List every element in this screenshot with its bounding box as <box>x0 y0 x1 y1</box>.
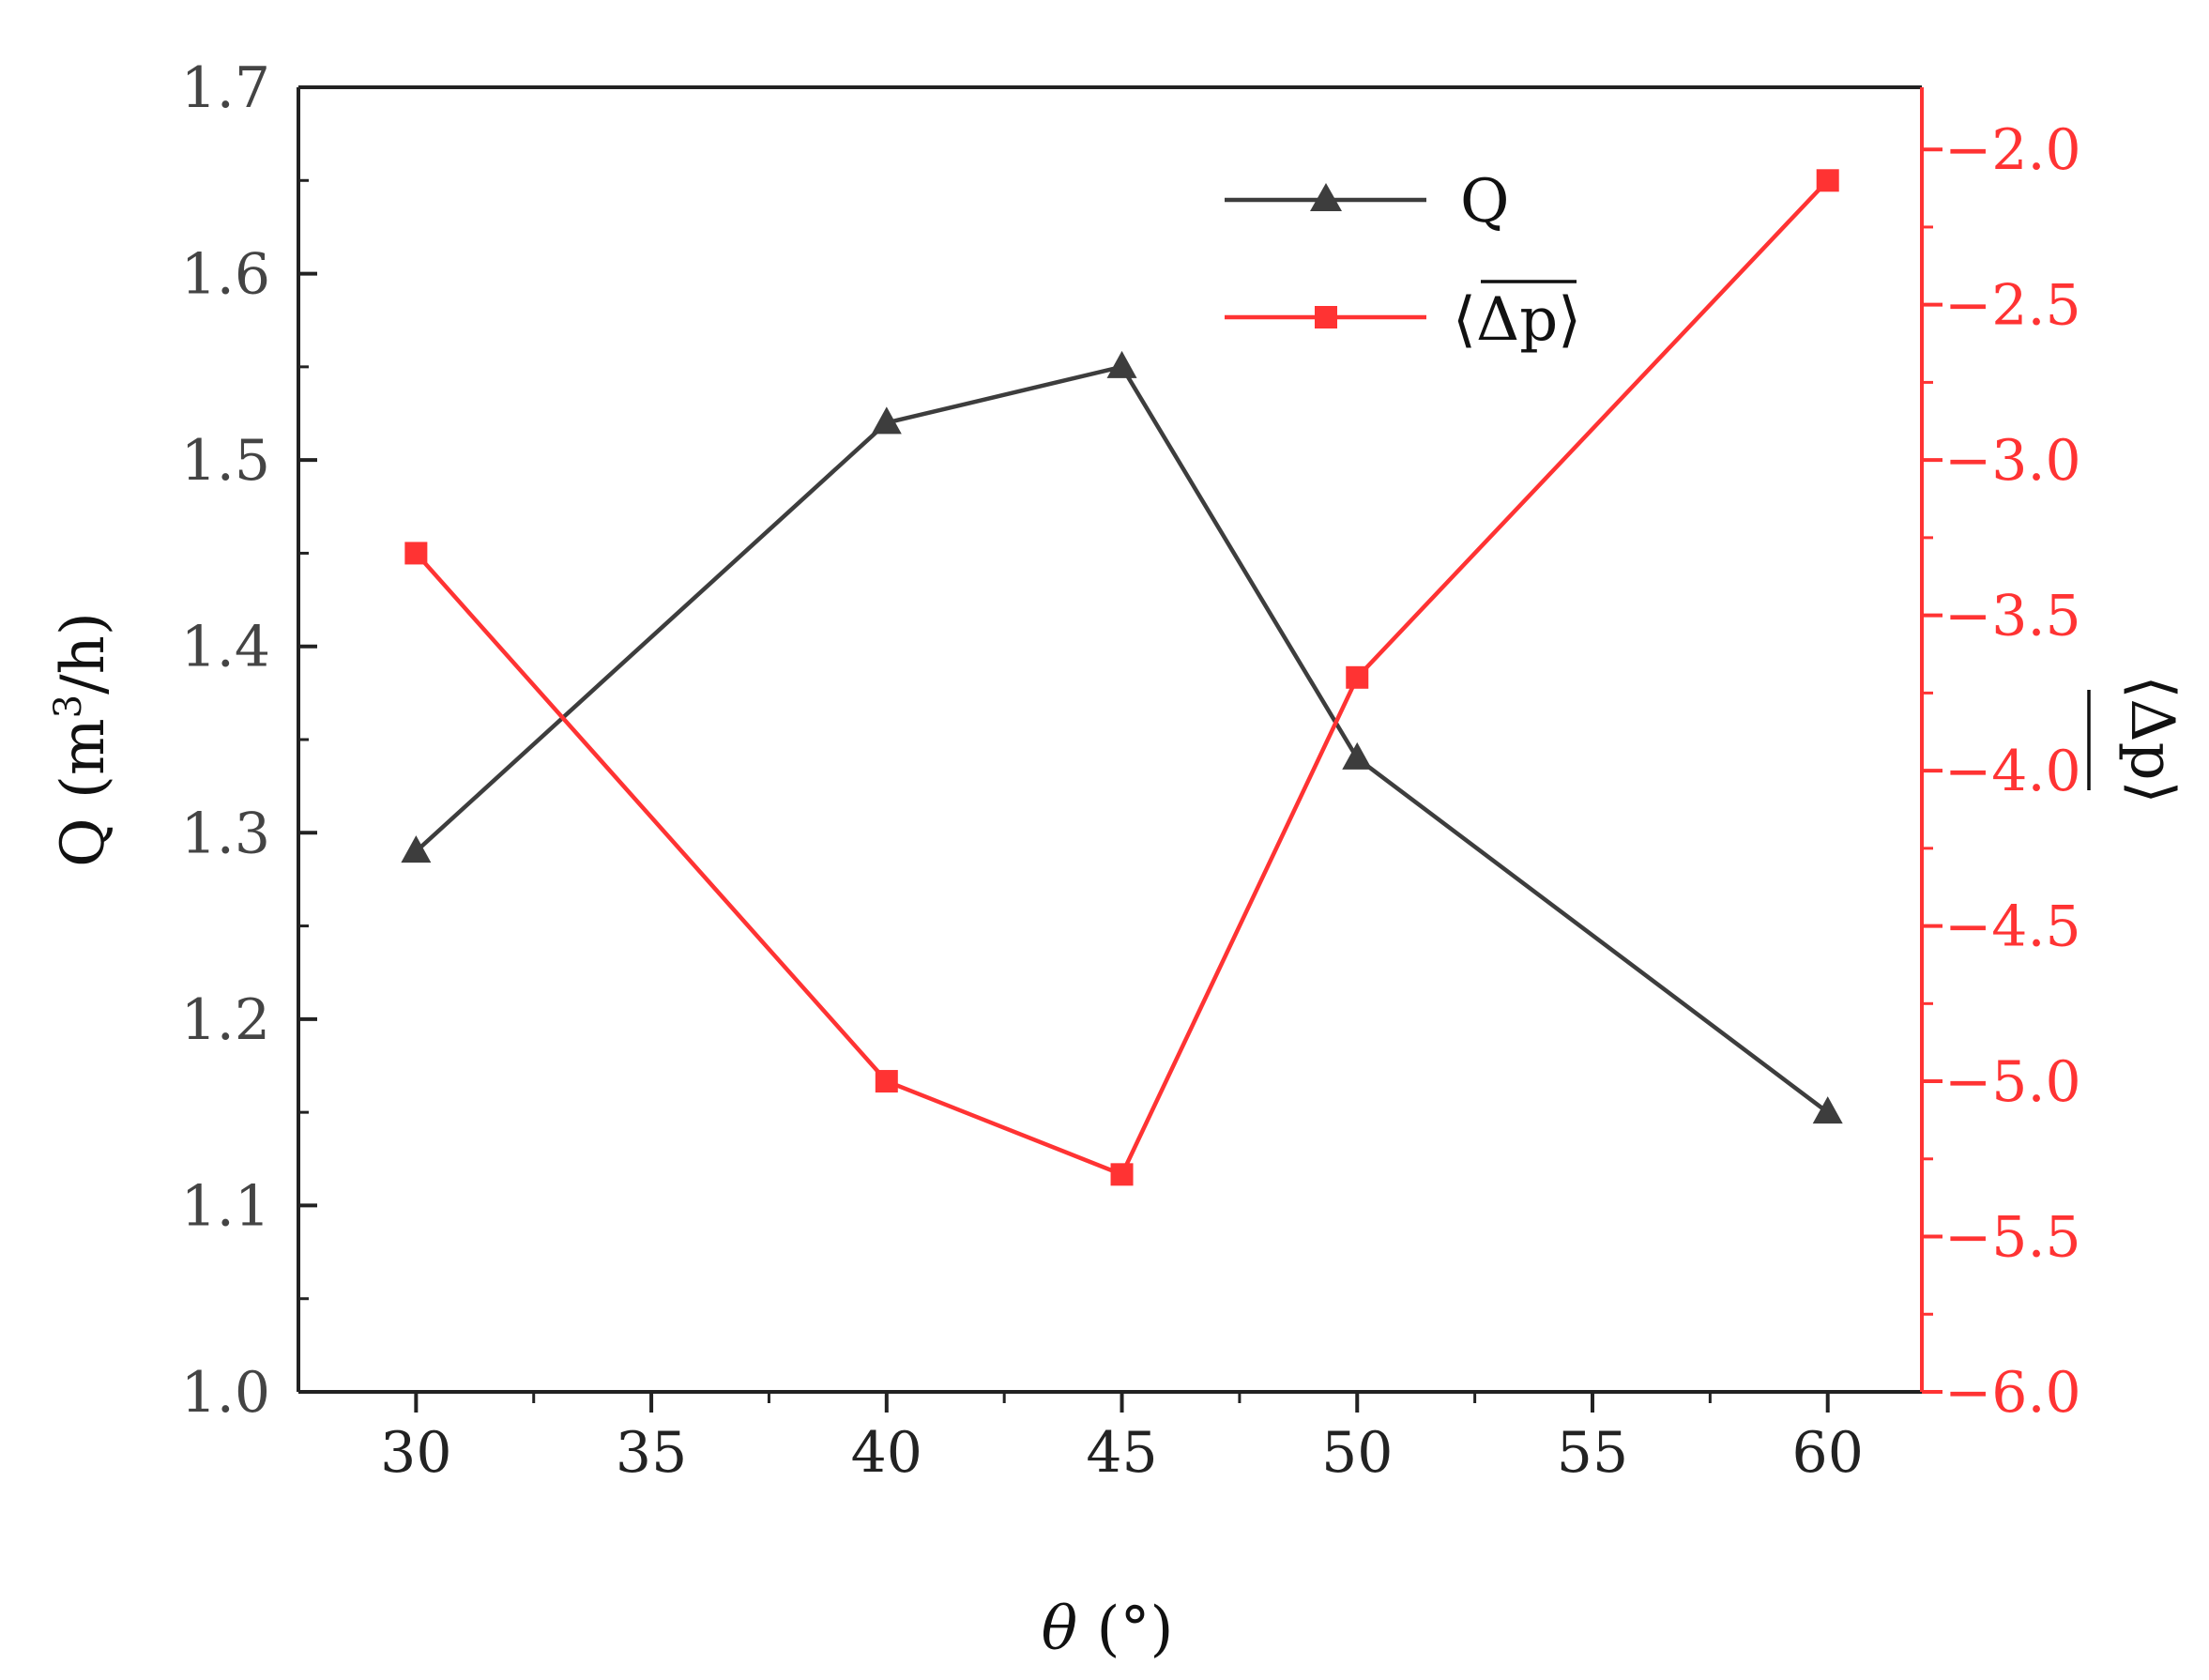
right-y-tick-label: −2.5 <box>1944 273 2081 339</box>
series-line-dp <box>414 178 1830 1178</box>
legend: Q ⟨Δp⟩ <box>1225 167 1581 355</box>
data-point-q <box>871 406 902 435</box>
data-point-q <box>401 835 432 863</box>
x-tick-label: 50 <box>1321 1420 1393 1486</box>
legend-label-q: Q <box>1460 167 1509 237</box>
left-y-tick-label: 1.4 <box>181 615 270 680</box>
legend-swatch-marker-q <box>1310 183 1342 211</box>
left-y-tick-label: 1.6 <box>181 242 270 308</box>
data-point-q <box>1106 350 1137 378</box>
left-y-tick-label: 1.1 <box>181 1173 270 1239</box>
left-y-tick-label: 1.2 <box>181 987 270 1053</box>
x-axis-title-unit: (°) <box>1077 1595 1173 1664</box>
right-y-tick-label: −6.0 <box>1944 1360 2081 1426</box>
right-y-tick-label: −5.0 <box>1944 1049 2081 1115</box>
data-point-q <box>1342 741 1373 770</box>
data-point-dp <box>1346 665 1369 689</box>
left-y-axis-title-sup: 3 <box>47 695 90 718</box>
x-tick-label: 60 <box>1792 1420 1864 1486</box>
x-tick-label: 55 <box>1557 1420 1628 1486</box>
x-tick-label: 30 <box>380 1420 451 1486</box>
series-lines <box>414 178 1830 1178</box>
data-point-dp <box>875 1070 898 1093</box>
right-y-axis-ticks: −6.0 −5.5 −5.0 −4.5 −4.0 −3.5 −3.0 −2.5 −2.0 <box>1922 117 2081 1426</box>
legend-swatch-marker-dp <box>1315 306 1337 328</box>
data-point-dp <box>1816 169 1839 192</box>
right-y-tick-label: −3.0 <box>1944 428 2081 494</box>
left-y-axis-title-tail: /h) <box>49 612 118 695</box>
right-y-tick-label: −2.0 <box>1944 117 2081 183</box>
x-axis-title-symbol: θ <box>1042 1595 1078 1664</box>
left-y-axis-title-text: Q (m <box>49 718 118 866</box>
right-y-tick-label: −4.0 <box>1944 739 2081 804</box>
x-tick-label: 45 <box>1086 1420 1157 1486</box>
left-y-tick-label: 1.3 <box>181 801 270 866</box>
right-y-tick-label: −3.5 <box>1944 584 2081 649</box>
data-point-dp <box>404 542 428 565</box>
x-tick-label: 40 <box>851 1420 922 1486</box>
left-y-tick-label: 1.7 <box>181 55 270 121</box>
data-point-q <box>1812 1096 1843 1124</box>
right-y-tick-label: −5.5 <box>1944 1205 2081 1271</box>
left-y-axis-ticks: 1.0 1.1 1.2 1.3 1.4 1.5 1.6 1.7 <box>181 55 317 1426</box>
legend-label-dp: ⟨Δp⟩ <box>1453 285 1581 355</box>
series-markers <box>401 169 1843 1186</box>
left-y-tick-label: 1.0 <box>181 1360 270 1426</box>
left-y-axis-title: Q (m3/h) <box>47 612 118 867</box>
left-y-tick-label: 1.5 <box>181 428 270 494</box>
right-y-axis-title: ⟨Δp⟩ <box>2117 675 2186 803</box>
x-axis-title: θ (°) <box>1042 1595 1174 1664</box>
x-axis-ticks: 30 35 40 45 50 55 60 <box>380 1392 1864 1486</box>
right-y-axis-title-group: ⟨Δp⟩ <box>2087 675 2186 804</box>
right-y-tick-label: −4.5 <box>1944 894 2081 960</box>
data-point-dp <box>1110 1163 1134 1186</box>
x-tick-label: 35 <box>616 1420 687 1486</box>
series-line-q <box>414 364 1830 1114</box>
